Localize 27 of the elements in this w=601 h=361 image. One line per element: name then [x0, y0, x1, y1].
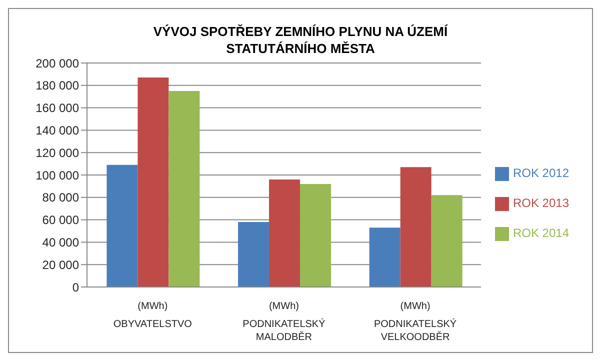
chart-title: VÝVOJ SPOTŘEBY ZEMNÍHO PLYNU NA ÚZEMÍ STATUTÁRNÍHO MĚSTA: [152, 23, 449, 57]
bar: [106, 164, 138, 287]
y-tick-label: 120 000: [36, 146, 80, 160]
x-tick-label: (MWh) OBYVATELSTVO: [113, 301, 192, 330]
bar: [168, 91, 200, 287]
bar: [369, 228, 400, 287]
x-tick-label: (MWh) PODNIKATELSKÝ VELKOODBĚR: [374, 301, 457, 343]
bar: [400, 167, 432, 287]
y-tick-label: 60 000: [42, 213, 80, 228]
y-tick-label: 200 000: [36, 56, 80, 70]
bar: [300, 184, 332, 287]
y-tick-label: 80 000: [42, 190, 80, 205]
bar: [238, 222, 270, 287]
x-tick-label: (MWh) PODNIKATELSKÝ MALODBĚR: [242, 301, 326, 343]
bar: [269, 179, 300, 287]
y-tick-label: 0: [72, 280, 80, 294]
y-tick-label: 100 000: [36, 168, 80, 182]
legend-label: ROK 2014: [512, 226, 569, 240]
y-tick-label: 180 000: [36, 78, 80, 93]
legend-label: ROK 2013: [512, 196, 569, 210]
y-tick-label: 140 000: [36, 123, 80, 138]
legend-label: ROK 2012: [512, 166, 569, 180]
y-tick-label: 160 000: [36, 101, 80, 116]
bar: [431, 195, 462, 287]
y-tick-label: 20 000: [42, 258, 80, 272]
y-tick-label: 40 000: [42, 235, 80, 250]
bar: [138, 78, 169, 287]
